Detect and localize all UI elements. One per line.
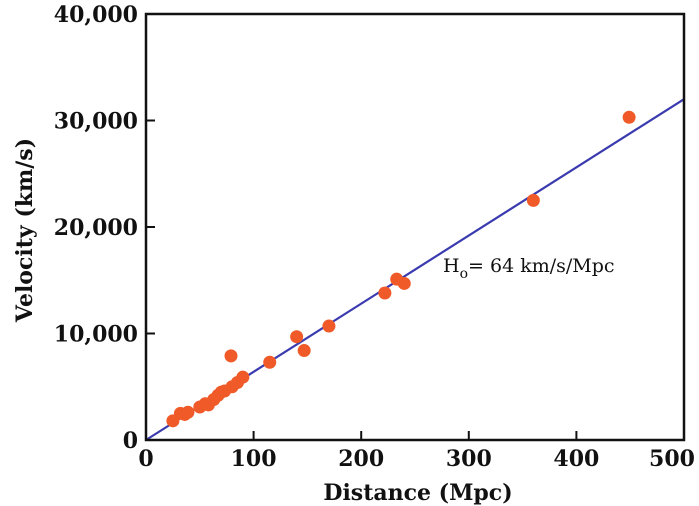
x-tick-label: 0	[138, 446, 153, 472]
data-point	[527, 194, 540, 207]
data-point	[290, 330, 303, 343]
data-point	[398, 277, 411, 290]
x-tick-label: 200	[338, 446, 384, 472]
x-tick-label: 400	[553, 446, 599, 472]
x-tick-label: 300	[446, 446, 492, 472]
y-tick-label: 10,000	[54, 322, 138, 348]
data-point	[263, 356, 276, 369]
data-point	[225, 349, 238, 362]
annotation-subscript: o	[460, 266, 468, 282]
x-axis-title: Distance (Mpc)	[323, 480, 512, 506]
y-axis-title: Velocity (km/s)	[12, 138, 38, 323]
data-point	[623, 111, 636, 124]
annotation-h: H	[443, 255, 460, 277]
y-tick-label: 30,000	[54, 109, 138, 135]
x-axis-ticks: 0 100 200 300 400 500	[138, 431, 695, 472]
y-tick-label: 0	[123, 428, 138, 454]
data-point	[298, 344, 311, 357]
data-point	[181, 406, 194, 419]
x-tick-label: 500	[649, 446, 695, 472]
plot-frame	[146, 14, 684, 440]
y-axis-ticks: 0 10,000 20,000 30,000 40,000	[54, 2, 155, 454]
data-point	[322, 320, 335, 333]
x-tick-label: 100	[231, 446, 277, 472]
y-tick-label: 20,000	[54, 215, 138, 241]
hubble-constant-annotation: Ho= 64 km/s/Mpc	[443, 255, 615, 282]
data-point	[236, 371, 249, 384]
annotation-value: = 64 km/s/Mpc	[468, 255, 615, 277]
y-tick-label: 40,000	[54, 2, 138, 28]
data-point	[378, 287, 391, 300]
